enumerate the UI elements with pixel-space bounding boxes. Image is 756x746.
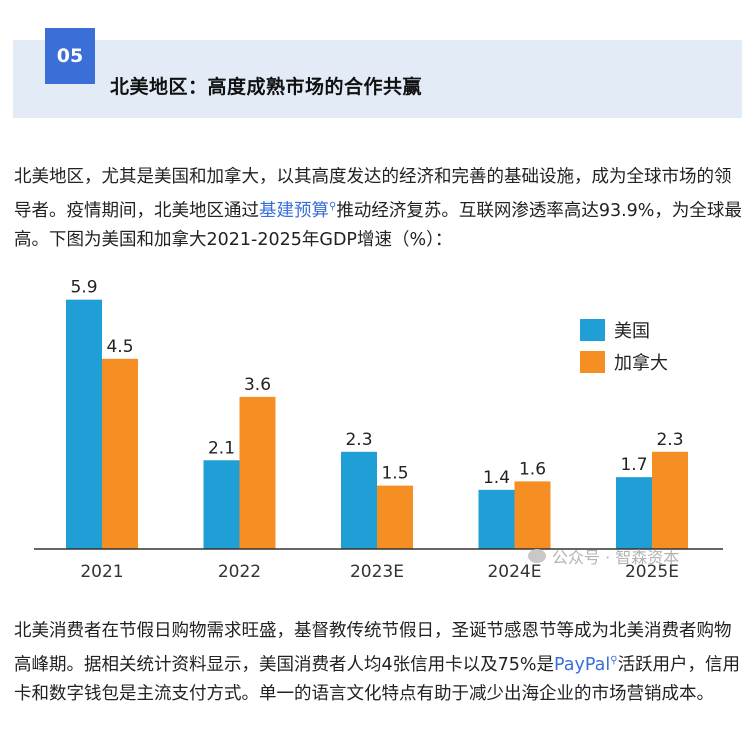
legend-label: 加拿大 — [614, 352, 668, 374]
bar-加拿大-2024E — [514, 481, 551, 549]
x-tick-label: 2024E — [487, 562, 541, 582]
wechat-icon — [528, 549, 546, 563]
data-label: 1.7 — [620, 455, 647, 475]
watermark: 公众号 · 智森资本 — [528, 544, 679, 568]
data-label: 1.6 — [519, 459, 546, 479]
data-label: 3.6 — [244, 375, 271, 395]
data-label: 4.5 — [106, 337, 133, 357]
data-label: 2.3 — [656, 430, 683, 450]
section-title: 北美地区：高度成熟市场的合作共赢 — [110, 76, 423, 98]
intro-paragraph: 北美地区，尤其是美国和加拿大，以其高度发达的经济和完善的基础设施，成为全球市场的… — [14, 163, 744, 255]
data-label: 2.1 — [208, 438, 235, 458]
bar-加拿大-2022 — [239, 396, 276, 549]
section-number-badge: 05 — [45, 28, 95, 84]
bar-加拿大-2021 — [102, 358, 138, 549]
consumer-text-1: 北美消费者在节假日购物需求旺盛，基督教传统节假日，圣诞节感恩节等成为北美消费者购… — [14, 621, 732, 675]
x-tick-label: 2022 — [218, 562, 261, 582]
bar-美国-2021 — [66, 299, 102, 549]
legend-label: 美国 — [614, 321, 650, 342]
watermark-text: 公众号 · 智森资本 — [552, 548, 680, 567]
bar-美国-2025E — [616, 477, 652, 549]
data-label: 1.4 — [483, 468, 510, 488]
consumer-text-2: 活跃用户，信用卡和数字钱包是主流支付方式。单一的语言文化特点有助于减少出海企业的… — [14, 654, 741, 704]
data-label: 5.9 — [70, 278, 97, 298]
data-label: 1.5 — [381, 464, 408, 484]
legend-swatch — [580, 351, 605, 373]
x-tick-label: 2023E — [350, 562, 404, 582]
infrastructure-budget-link[interactable]: 基建预算 — [259, 200, 329, 221]
bar-美国-2024E — [478, 489, 515, 549]
intro-text-2: 推动经济复苏。互联网渗透率高达93.9%，为全球最高。下图为美国和加拿大2021… — [14, 200, 742, 250]
bar-加拿大-2025E — [652, 451, 688, 549]
data-label: 2.3 — [345, 430, 372, 450]
section-header — [13, 40, 742, 118]
consumer-paragraph: 北美消费者在节假日购物需求旺盛，基督教传统节假日，圣诞节感恩节等成为北美消费者购… — [14, 617, 744, 709]
legend-swatch — [580, 319, 605, 341]
paypal-link[interactable]: PayPal — [554, 654, 611, 675]
search-icon: ⚲ — [329, 201, 337, 212]
bar-美国-2023E — [341, 451, 377, 549]
bar-加拿大-2023E — [377, 485, 413, 549]
intro-text-1: 北美地区，尤其是美国和加拿大，以其高度发达的经济和完善的基础设施，成为全球市场的… — [14, 167, 732, 221]
search-icon: ⚲ — [610, 655, 618, 666]
x-tick-label: 2025E — [625, 562, 679, 582]
gdp-growth-bar-chart: 5.9 4.5 2021 2.1 3.6 2022 2.3 1.5 2023E 1.4 1.6 202… — [34, 278, 723, 582]
bar-美国-2022 — [203, 460, 240, 549]
x-tick-label: 2021 — [80, 562, 123, 582]
